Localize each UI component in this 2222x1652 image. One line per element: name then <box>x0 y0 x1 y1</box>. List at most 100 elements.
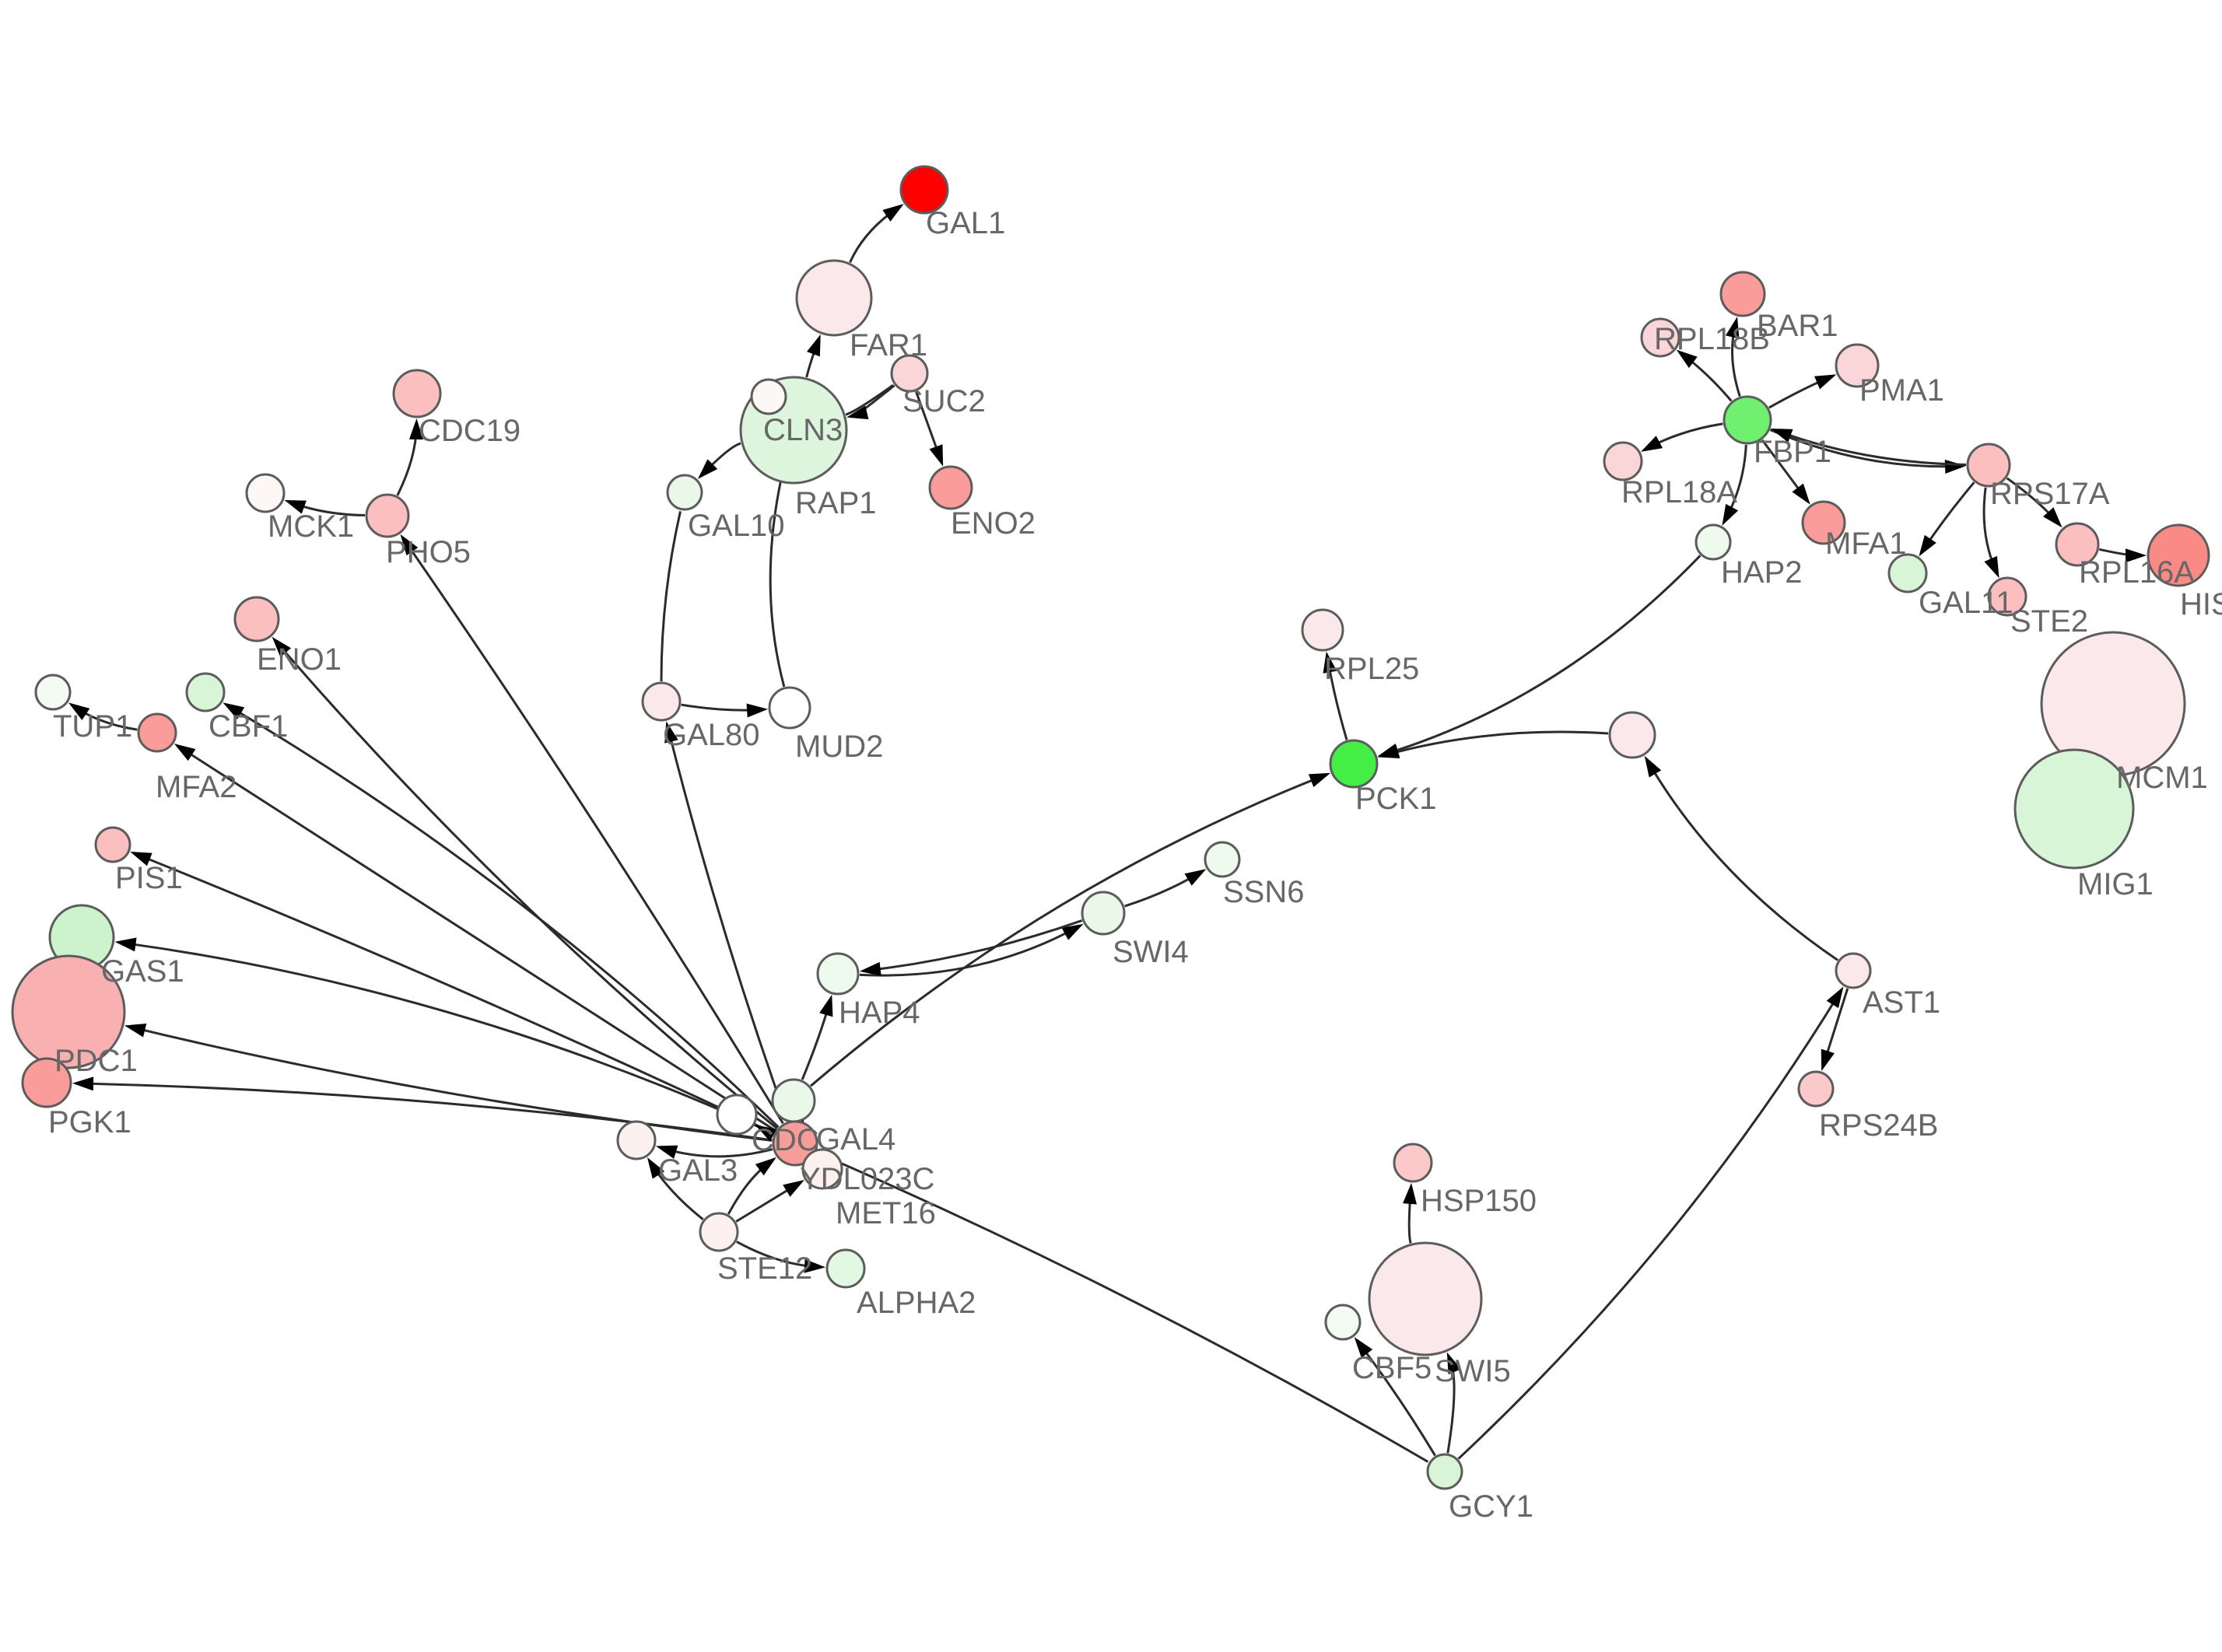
arrowhead-GAL4-to-PHO5 <box>400 534 419 556</box>
arrowhead-RPS17A-to-FBP1 <box>1771 429 1793 443</box>
node-PMA1[interactable] <box>1835 343 1880 388</box>
node-HAP2[interactable] <box>1695 523 1732 561</box>
node-GCY1[interactable] <box>1426 1453 1463 1490</box>
node-FAR1[interactable] <box>795 259 873 337</box>
node-ENO1[interactable] <box>233 596 280 642</box>
arrowhead-HAP4-to-SWI4 <box>1061 923 1084 940</box>
node-HIS4[interactable] <box>2147 523 2210 587</box>
node-RPL25[interactable] <box>1301 608 1344 652</box>
node-HAP4-target[interactable] <box>771 1078 816 1123</box>
node-label-PCK1: PCK1 <box>1355 782 1437 816</box>
node-label-HAP2: HAP2 <box>1721 555 1803 590</box>
node-SWI4[interactable] <box>1081 891 1126 936</box>
node-CLN3-inner[interactable] <box>750 378 787 415</box>
edge-layer <box>68 204 2147 1463</box>
node-STE12[interactable] <box>699 1212 739 1252</box>
node-label-ENO1: ENO1 <box>257 642 342 677</box>
edge-GAL80-to-GAL10 <box>660 511 682 682</box>
node-SWI5[interactable] <box>1368 1241 1483 1356</box>
arrowhead-MFA2-to-TUP1 <box>68 702 90 720</box>
arrowhead-AST1-to-RPS24B <box>1821 1048 1835 1072</box>
node-FBP1[interactable] <box>1723 395 1772 445</box>
arrowhead-FAR1-to-GAL1 <box>882 204 904 222</box>
node-SUC2[interactable] <box>890 354 929 393</box>
node-label-MUD2: MUD2 <box>795 730 883 764</box>
node-PDC1[interactable] <box>11 954 126 1069</box>
edge-GAL4-to-CBF1 <box>230 705 780 1129</box>
node-RPL16A[interactable] <box>2055 522 2100 567</box>
node-GAL11[interactable] <box>1887 553 1928 593</box>
node-GAL80[interactable] <box>641 681 682 722</box>
node-RPL18B[interactable] <box>1640 317 1681 358</box>
node-MFA2[interactable] <box>137 712 177 753</box>
arrowhead-GCY1-to-SWI5 <box>1446 1352 1462 1374</box>
node-CBF1[interactable] <box>185 672 226 712</box>
edge-GAL4-to-PHO5 <box>404 541 784 1125</box>
arrowhead-GCY1-to-CBF5 <box>1354 1337 1373 1358</box>
node-CDC[interactable] <box>716 1094 758 1136</box>
node-label-RPL16A: RPL16A <box>2079 555 2195 590</box>
node-label-PGK1: PGK1 <box>48 1105 131 1139</box>
arrowhead-HAP2-to-PCK1 <box>1377 743 1400 758</box>
node-GAL10[interactable] <box>666 474 703 511</box>
node-PCK1[interactable] <box>1329 739 1379 789</box>
node-RPS24B[interactable] <box>1797 1070 1835 1108</box>
node-GAL3[interactable] <box>616 1120 657 1160</box>
node-label-CLN3: CLN3 <box>763 413 843 447</box>
node-label-HAP4: HAP4 <box>839 996 920 1030</box>
arrowhead-STE12-to-GAL4 <box>755 1157 776 1176</box>
node-CBF5[interactable] <box>1324 1304 1362 1341</box>
node-BAR1[interactable] <box>1719 271 1766 317</box>
node-MIG1[interactable] <box>2013 748 2135 870</box>
node-PGK1[interactable] <box>21 1057 72 1108</box>
node-label-PIS1: PIS1 <box>115 861 183 895</box>
node-unlabeled-1[interactable] <box>1608 711 1656 759</box>
arrowhead-FBP1-to-BAR1 <box>1725 317 1740 339</box>
arrowhead-STE12-to-ALPHA2 <box>804 1258 826 1273</box>
node-label-HSP150: HSP150 <box>1421 1184 1537 1218</box>
node-SSN6[interactable] <box>1204 841 1241 878</box>
arrowhead-FBP1-to-MFA1 <box>1792 483 1810 505</box>
node-label-CBF1: CBF1 <box>209 709 288 744</box>
arrowhead-CLN3-to-FAR1 <box>806 334 821 357</box>
node-ALPHA2[interactable] <box>825 1248 866 1289</box>
node-AST1[interactable] <box>1835 952 1872 989</box>
node-GAL1[interactable] <box>899 165 949 215</box>
node-MFA1[interactable] <box>1801 500 1846 545</box>
node-MUD2[interactable] <box>768 686 811 730</box>
arrowhead-GAL4-to-PDC1 <box>124 1024 147 1038</box>
node-HAP4[interactable] <box>816 952 860 996</box>
edge-CLN3-to-SUC2 <box>845 383 894 416</box>
edge-GAL4-to-PIS1 <box>137 853 775 1135</box>
node-STE2[interactable] <box>1987 576 2027 617</box>
node-ENO2[interactable] <box>928 465 973 510</box>
node-label-SUC2: SUC2 <box>902 384 986 418</box>
edge-unlabeled-1-to-PCK1 <box>1386 730 1609 756</box>
node-TUP1[interactable] <box>34 674 72 711</box>
arrowhead-GAL4-to-GAL3 <box>655 1145 678 1159</box>
node-GAL4[interactable] <box>772 1120 818 1167</box>
node-CDC19[interactable] <box>392 369 442 418</box>
node-label-GAS1: GAS1 <box>101 954 184 989</box>
node-PHO5[interactable] <box>365 493 410 538</box>
arrowhead-GAL4-to-CBF1 <box>223 702 245 719</box>
node-PIS1[interactable] <box>94 826 131 863</box>
node-label-GAL10: GAL10 <box>688 509 785 543</box>
node-label-PHO5: PHO5 <box>386 535 471 569</box>
arrowhead-AST1-to-unlabeled-1 <box>1644 755 1662 778</box>
node-label-GCY1: GCY1 <box>1449 1489 1533 1524</box>
arrowhead-PCK1-to-RPL25 <box>1323 651 1337 674</box>
node-label-TUP1: TUP1 <box>53 709 132 744</box>
arrowhead-SWI4-to-SSN6 <box>1184 869 1207 886</box>
arrowhead-GAL4-to-CDC <box>755 1125 777 1142</box>
node-RPS17A[interactable] <box>1966 443 2011 488</box>
node-RPL18A[interactable] <box>1603 441 1643 481</box>
arrowhead-GAL4-to-PGK1 <box>72 1076 94 1091</box>
node-MCK1[interactable] <box>245 473 286 513</box>
node-label-HIS4: HIS4 <box>2180 587 2222 621</box>
node-label-MET16: MET16 <box>836 1196 936 1230</box>
node-HSP150[interactable] <box>1393 1143 1433 1183</box>
node-label-RPL18A: RPL18A <box>1621 475 1737 509</box>
node-YDL023C[interactable] <box>801 1148 843 1190</box>
